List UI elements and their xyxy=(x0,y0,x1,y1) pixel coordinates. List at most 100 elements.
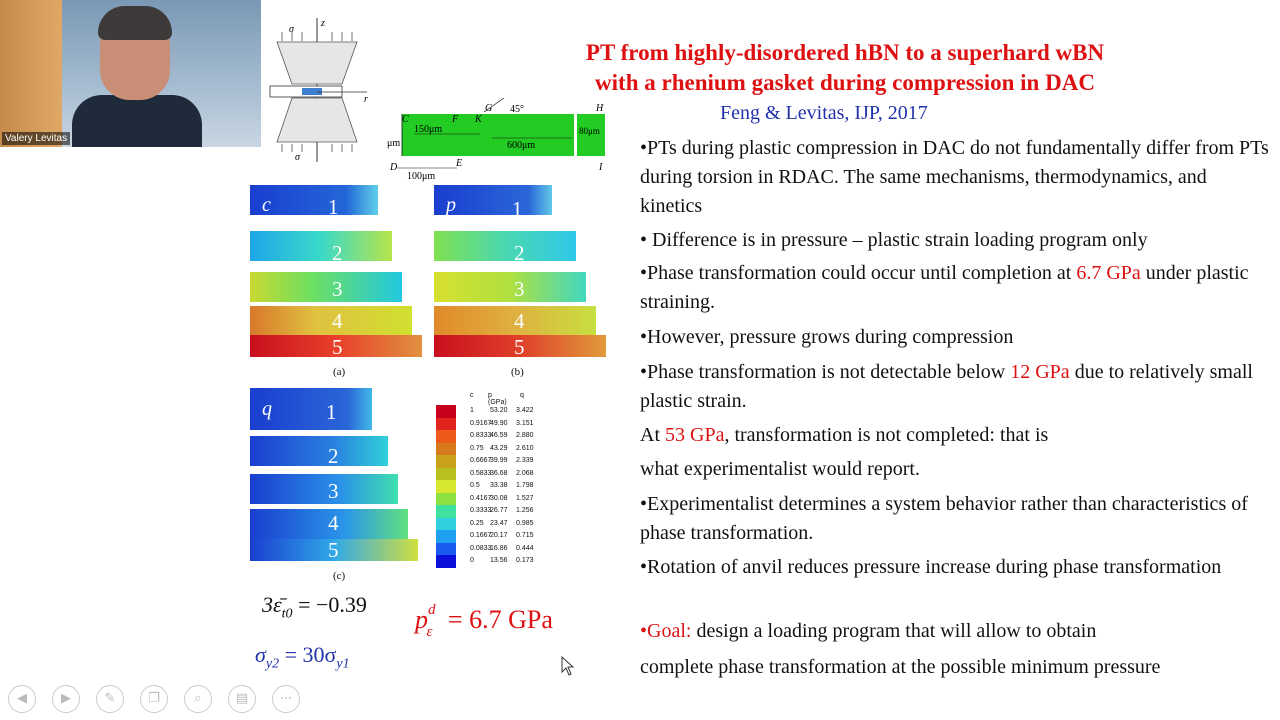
legend-value-c: 0.5 xyxy=(470,482,480,489)
legend-swatch xyxy=(436,467,456,480)
dim-150-label: 150μm xyxy=(414,124,442,135)
dim-80-label: 80μm xyxy=(579,126,600,136)
slide-citation: Feng & Levitas, IJP, 2017 xyxy=(720,102,928,124)
mouse-cursor-icon xyxy=(561,656,575,676)
legend-value-q: 1.527 xyxy=(516,494,534,502)
panel-c-number: 2 xyxy=(328,444,339,468)
panel-c-number: 3 xyxy=(328,479,339,503)
legend-swatch xyxy=(436,455,456,468)
slide-title: PT from highly-disordered hBN to a super… xyxy=(490,38,1200,98)
panel-b-number: 4 xyxy=(514,309,525,333)
bullet-item: At 53 GPa, transformation is not complet… xyxy=(640,424,1049,446)
participant-name-tag: Valery Levitas xyxy=(2,132,71,145)
legend-value-c: 0.0833 xyxy=(470,544,492,552)
participant-video[interactable]: Valery Levitas xyxy=(0,0,261,147)
legend-value-q: 2.068 xyxy=(516,469,534,477)
bullet-item: •Experimentalist determines a system beh… xyxy=(640,493,1248,544)
legend-value-q: 3.151 xyxy=(516,419,534,427)
copy-icon[interactable]: ❐ xyxy=(140,685,168,713)
legend-header-p: p (GPa) xyxy=(488,392,507,406)
legend-value-p: 23.47 xyxy=(490,519,508,527)
legend-value-q: 0.715 xyxy=(516,532,534,539)
panel-b-label: p xyxy=(446,194,456,216)
legend-value-p: 36.68 xyxy=(490,469,508,477)
bullet-item: •Phase transformation could occur until … xyxy=(640,262,1249,313)
panel-b-caption: (b) xyxy=(511,366,524,378)
person-body xyxy=(72,95,202,147)
legend-value-q: 3.422 xyxy=(516,407,534,414)
dac-anvil-diagram: σ z r σ xyxy=(269,18,368,163)
legend-swatch xyxy=(436,480,456,493)
more-icon[interactable]: ⋯ xyxy=(272,685,300,713)
point-f: F xyxy=(451,114,459,125)
pressure-formula: pdε = 6.7 GPa xyxy=(415,602,553,640)
captions-icon[interactable]: ▤ xyxy=(228,685,256,713)
legend-header-q: q xyxy=(520,392,524,399)
panel-a-number: 3 xyxy=(332,277,343,301)
point-c: C xyxy=(402,114,409,125)
panel-b-number: 5 xyxy=(514,335,525,359)
legend-swatch xyxy=(436,492,456,505)
panel-a-number: 5 xyxy=(332,335,343,359)
legend-value-p: 49.90 xyxy=(490,419,508,427)
legend-value-q: 2.610 xyxy=(516,444,534,452)
legend-value-q: 0.444 xyxy=(516,544,534,552)
legend-value-p: 46.59 xyxy=(490,432,508,439)
point-k: K xyxy=(474,114,483,125)
bullet-item: •PTs during plastic compression in DAC d… xyxy=(640,137,1269,217)
back-icon[interactable]: ◀ xyxy=(8,685,36,713)
panel-a-number: 1 xyxy=(328,195,339,219)
legend-value-p: 13.56 xyxy=(490,557,508,564)
legend-value-q: 1.798 xyxy=(516,482,534,489)
legend-value-c: 0.1667 xyxy=(470,532,492,539)
point-h: H xyxy=(595,103,604,114)
legend-value-q: 1.256 xyxy=(516,507,534,514)
legend-value-c: 0.75 xyxy=(470,444,484,452)
legend-value-c: 0.4167 xyxy=(470,494,492,502)
panel-b-pressure: p 1 2 3 4 5 xyxy=(434,185,609,360)
sample-geometry-diagram: μm C F K G 45° H D E I 150μm 600μm 80μm … xyxy=(387,98,605,182)
person-hair xyxy=(98,6,172,40)
pen-icon[interactable]: ✎ xyxy=(96,685,124,713)
strain-formula: 3ε̄t0 = −0.39 xyxy=(262,592,367,622)
legend-swatch xyxy=(436,417,456,430)
panel-a-concentration: c 1 2 3 4 5 xyxy=(250,185,425,360)
panel-b-number: 1 xyxy=(512,197,523,221)
legend-value-p: 39.99 xyxy=(490,457,508,464)
legend-swatch xyxy=(436,530,456,543)
panel-a-label: c xyxy=(262,194,271,216)
point-d: D xyxy=(389,162,398,173)
legend-value-p: 33.38 xyxy=(490,482,508,489)
panel-c-caption: (c) xyxy=(333,570,346,582)
panel-b-number: 2 xyxy=(514,241,525,265)
legend-swatch xyxy=(436,505,456,518)
legend-value-c: 0.3333 xyxy=(470,507,492,514)
panel-a-caption: (a) xyxy=(333,366,346,378)
legend-value-p: 26.77 xyxy=(490,507,508,514)
angle-label: 45° xyxy=(510,104,524,115)
legend-swatch xyxy=(436,442,456,455)
bookshelf-background xyxy=(0,0,62,147)
legend-value-p: 16.86 xyxy=(490,544,508,552)
panel-b-number: 3 xyxy=(514,277,525,301)
legend-value-c: 0.25 xyxy=(470,519,484,527)
legend-value-p: 43.29 xyxy=(490,444,508,452)
um-label: μm xyxy=(387,138,400,149)
legend-swatch xyxy=(436,430,456,443)
legend-value-q: 2.880 xyxy=(516,432,534,439)
slide-title-line2: with a rhenium gasket during compression… xyxy=(595,70,1095,95)
sigma-bottom-label: σ xyxy=(295,152,301,163)
play-icon[interactable]: ▶ xyxy=(52,685,80,713)
legend-value-q: 2.339 xyxy=(516,457,534,464)
bullet-item: what experimentalist would report. xyxy=(640,458,920,480)
slide-title-line1: PT from highly-disordered hBN to a super… xyxy=(585,40,1105,65)
panel-c-label: q xyxy=(262,398,272,420)
bullet-item: •Phase transformation is not detectable … xyxy=(640,361,1253,412)
bullet-item: • Difference is in pressure – plastic st… xyxy=(640,229,1148,251)
zoom-icon[interactable]: ⌕ xyxy=(184,685,212,713)
legend-value-p: 53.20 xyxy=(490,407,508,414)
dim-100-label: 100μm xyxy=(407,171,435,182)
legend-header-c: c xyxy=(470,392,474,399)
legend-swatch xyxy=(436,555,456,568)
legend-value-q: 0.985 xyxy=(516,519,534,527)
